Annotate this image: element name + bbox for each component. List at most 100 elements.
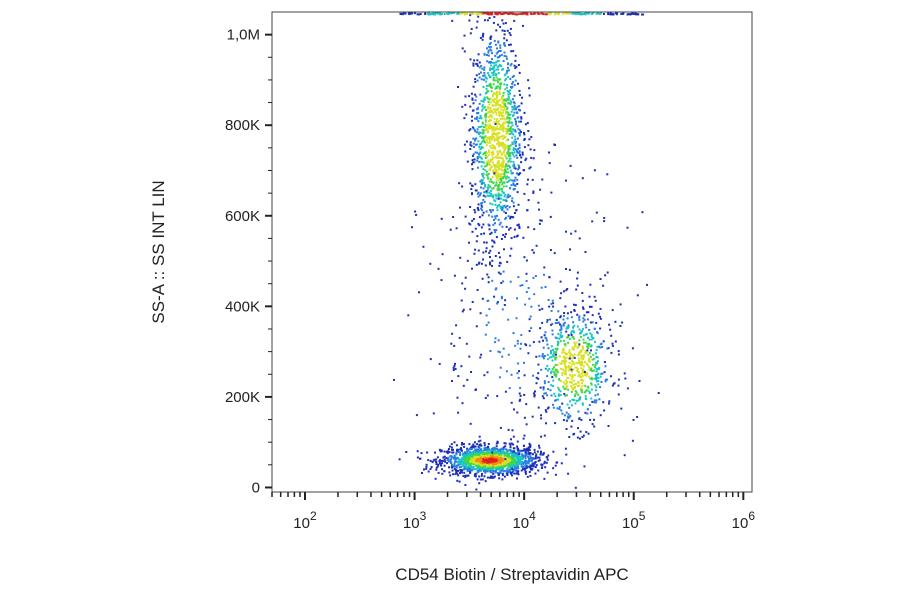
data-point <box>508 165 511 168</box>
data-point <box>563 351 566 354</box>
data-point <box>497 111 500 114</box>
data-point <box>487 61 490 64</box>
data-point <box>490 165 493 168</box>
data-point <box>471 126 474 129</box>
data-point <box>496 173 499 176</box>
data-point <box>544 466 547 469</box>
data-point <box>512 332 515 335</box>
data-point <box>519 154 522 157</box>
data-point <box>506 90 509 92</box>
data-point <box>497 251 500 254</box>
data-point <box>513 19 516 22</box>
data-point <box>504 299 507 302</box>
data-point <box>493 447 496 450</box>
data-point <box>599 278 602 280</box>
data-point <box>478 146 481 148</box>
data-point <box>462 462 465 465</box>
data-point <box>498 142 501 145</box>
data-point <box>476 443 479 446</box>
data-point <box>578 345 581 347</box>
data-point <box>487 276 490 279</box>
data-point <box>477 140 480 143</box>
data-point <box>490 152 493 155</box>
data-point <box>614 12 617 15</box>
data-point <box>554 351 557 354</box>
data-point <box>552 370 555 373</box>
data-point <box>500 188 503 191</box>
data-point <box>581 402 584 405</box>
data-point <box>509 129 512 132</box>
data-point <box>577 368 579 371</box>
data-point <box>482 198 485 201</box>
data-point <box>515 108 518 111</box>
data-point <box>467 464 470 467</box>
data-point <box>494 43 497 46</box>
data-point <box>509 280 512 283</box>
data-point <box>504 453 507 456</box>
data-point <box>496 96 499 98</box>
data-point <box>455 444 458 447</box>
data-point <box>597 360 599 363</box>
data-point <box>528 344 531 347</box>
data-point <box>546 353 549 356</box>
data-point <box>474 211 477 214</box>
data-point <box>496 66 499 69</box>
data-point <box>507 164 509 167</box>
data-point <box>462 452 465 455</box>
data-point <box>581 403 584 406</box>
data-point <box>489 452 492 455</box>
data-point <box>503 204 506 207</box>
data-point <box>489 115 492 118</box>
data-point <box>494 138 497 141</box>
data-point <box>483 241 486 244</box>
data-point <box>501 68 504 71</box>
data-point <box>480 444 483 447</box>
data-point <box>478 449 481 452</box>
data-point <box>446 462 448 465</box>
data-point <box>494 92 497 95</box>
data-point <box>507 459 509 462</box>
data-point <box>448 451 451 454</box>
data-point <box>576 370 579 373</box>
data-point <box>499 221 502 224</box>
data-point <box>485 314 488 317</box>
data-point <box>526 448 529 451</box>
data-point <box>486 394 489 397</box>
data-point <box>569 353 572 356</box>
data-point <box>494 447 497 450</box>
data-point <box>505 171 508 174</box>
data-point <box>503 37 506 40</box>
data-point <box>476 116 478 119</box>
data-point <box>459 451 462 454</box>
data-point <box>573 353 576 356</box>
data-point <box>513 461 516 463</box>
data-point <box>472 154 474 157</box>
data-point <box>486 186 489 189</box>
data-point <box>482 194 485 197</box>
data-point <box>516 156 519 159</box>
data-point <box>505 177 508 179</box>
data-point <box>508 466 511 469</box>
data-point <box>532 464 535 467</box>
data-point <box>500 467 503 470</box>
data-point <box>514 118 517 120</box>
data-point <box>458 463 461 466</box>
data-point <box>411 226 413 229</box>
data-point <box>550 323 553 326</box>
data-point <box>509 102 512 105</box>
data-point <box>508 128 511 131</box>
data-point <box>493 147 496 150</box>
data-point <box>441 12 444 15</box>
data-point <box>495 76 498 79</box>
data-point <box>504 458 507 461</box>
data-point <box>621 321 624 324</box>
data-point <box>512 153 515 156</box>
data-point <box>503 442 506 445</box>
data-point <box>526 465 529 467</box>
data-point <box>516 342 519 345</box>
data-point <box>582 307 585 310</box>
data-point <box>489 350 492 352</box>
data-point <box>512 133 515 136</box>
data-point <box>556 371 559 374</box>
